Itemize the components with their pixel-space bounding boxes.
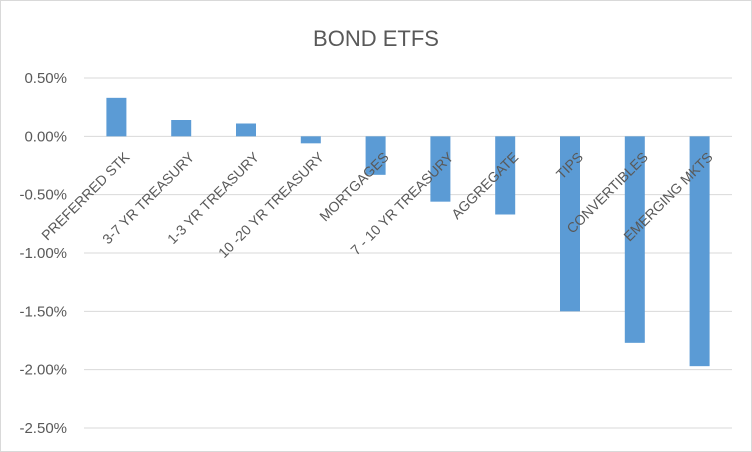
y-tick-label: -1.00% — [19, 245, 67, 262]
bar — [106, 97, 127, 137]
y-tick-label: -2.00% — [19, 362, 67, 379]
y-tick-label: -0.50% — [19, 187, 67, 204]
bars — [106, 97, 710, 367]
bar — [300, 136, 321, 144]
bar — [689, 136, 710, 367]
category-label: 10 -20 YR TREASURY — [215, 148, 327, 260]
bar — [624, 136, 645, 343]
bar — [430, 136, 451, 202]
bar — [171, 120, 192, 137]
bar — [236, 123, 256, 137]
y-axis-ticks: 0.50% 0.00% -0.50% -1.00% -1.50% -2.00% -2.50% — [19, 70, 67, 437]
y-tick-label: -2.50% — [19, 420, 67, 437]
y-tick-label: -1.50% — [19, 303, 67, 320]
y-tick-label: 0.50% — [24, 70, 67, 87]
bar — [495, 136, 516, 215]
bar — [560, 136, 580, 312]
bar — [365, 136, 386, 175]
y-tick-label: 0.00% — [24, 128, 67, 145]
gridlines — [84, 77, 732, 429]
chart-title: BOND ETFS — [313, 26, 439, 51]
